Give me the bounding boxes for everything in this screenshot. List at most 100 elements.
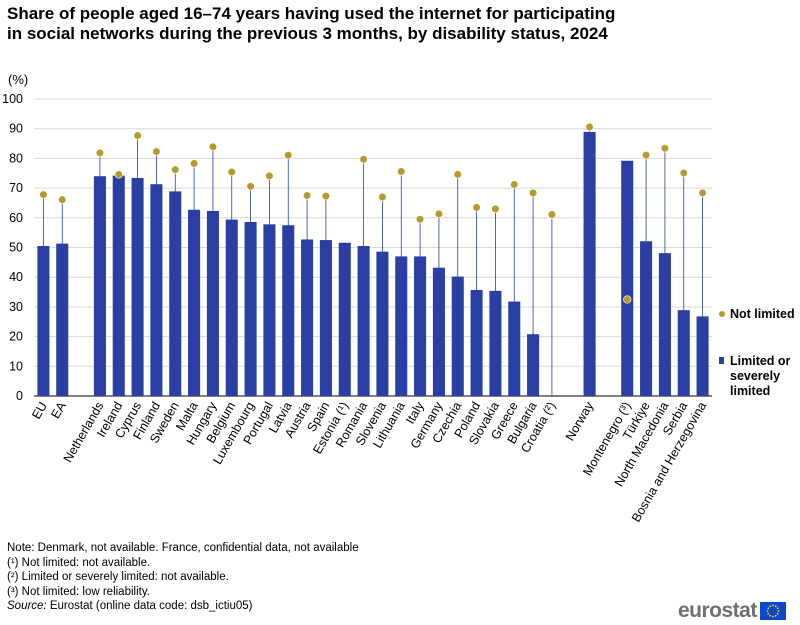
y-tick-label: 70 (9, 181, 23, 195)
source-text: Eurostat (online data code: dsb_ictiu05) (46, 600, 253, 613)
footnote-3: (³) Not limited: low reliability. (7, 585, 150, 598)
dot-netherlands (95, 148, 105, 158)
bar-spain (319, 240, 332, 396)
chart-title: Share of people aged 16–74 years having … (7, 4, 616, 43)
dot-belgium (227, 167, 236, 177)
y-tick-label: 80 (9, 151, 23, 165)
bar-ea (56, 243, 69, 396)
y-axis-ticks: 0 10 20 30 40 50 60 70 80 90 100 (2, 92, 23, 403)
x-label-norway: Norway (563, 399, 597, 443)
y-tick-label: 50 (9, 241, 23, 255)
bar-norway (583, 131, 596, 397)
y-tick-label: 30 (9, 300, 23, 314)
bar-bulgaria (527, 334, 540, 396)
dot-slovakia (491, 204, 500, 213)
bar-serbia (677, 310, 690, 396)
bar-poland (470, 289, 483, 396)
dot-latvia (284, 151, 293, 160)
dot-lithuania (397, 167, 406, 176)
notes: Note: Denmark, not available. France, co… (7, 541, 359, 614)
y-unit-label: (%) (8, 72, 28, 87)
dot-finland (152, 147, 161, 156)
bar-eu (37, 246, 50, 396)
dot-north-macedonia (660, 144, 670, 153)
flag-star (774, 605, 777, 608)
legend-limited-marker (719, 357, 724, 364)
bar-bosnia-and-herzegovina (696, 316, 709, 396)
dot-spain (321, 192, 331, 201)
dot-romania (359, 155, 368, 164)
dot-malta (189, 159, 199, 168)
note-line: Note: Denmark, not available. France, co… (7, 542, 359, 554)
bar-hungary (206, 210, 219, 396)
logo-text: eurostat (678, 599, 757, 622)
dot-poland (472, 203, 481, 212)
dot-series (39, 122, 707, 304)
dot-luxembourg (246, 182, 255, 191)
bar-latvia (282, 225, 295, 396)
y-tick-label: 0 (16, 389, 23, 403)
x-label-eu: EU (29, 400, 50, 422)
bar-malta (188, 209, 201, 396)
dot-slovenia (378, 192, 387, 202)
y-tick-label: 90 (9, 122, 23, 136)
y-tick-label: 20 (9, 330, 23, 344)
flag-star (769, 605, 772, 608)
flag-star (766, 610, 769, 612)
y-tick-label: 100 (2, 92, 23, 106)
flag-star (776, 607, 779, 610)
legend: Not limited Limited or severely limited (719, 307, 795, 398)
bar-netherlands (93, 176, 106, 396)
dot-croatia (547, 210, 557, 219)
dot-ireland (114, 170, 123, 179)
legend-not-limited-label: Not limited (730, 307, 795, 321)
flag-star (767, 612, 769, 615)
source-label: Source: (7, 600, 47, 613)
flag-star (777, 610, 780, 612)
flag-star (776, 612, 779, 615)
bar-romania (357, 246, 370, 396)
dot-bulgaria (528, 188, 538, 197)
flag-star (771, 604, 774, 607)
bar-finland (150, 184, 163, 396)
y-tick-label: 10 (9, 359, 23, 373)
dot-portugal (265, 171, 274, 181)
dot-norway (585, 122, 594, 132)
bar-slovenia (376, 251, 389, 396)
bar-germany (432, 267, 445, 396)
bar-lithuania (395, 256, 408, 396)
flag-star (767, 607, 769, 610)
y-tick-label: 60 (9, 211, 23, 225)
dot-hungary (208, 142, 218, 151)
dot-germany (434, 209, 444, 219)
bar-portugal (263, 224, 276, 396)
bar-montenegro (621, 160, 634, 396)
flag-star (769, 614, 772, 617)
eurostat-logo: eurostat (678, 599, 786, 622)
bar-ireland (112, 175, 125, 396)
dot-italy (415, 215, 425, 224)
bar-t-rkiye (640, 241, 653, 396)
bar-estonia (338, 242, 351, 396)
bar-czechia (451, 276, 464, 396)
bar-luxembourg (244, 221, 257, 396)
bar-greece (508, 301, 521, 396)
x-axis-labels: EUEANetherlandsIrelandCyprusFinlandSwede… (29, 399, 709, 525)
legend-limited-label: Limited or severely limited (730, 354, 794, 398)
dot-austria (302, 191, 312, 200)
footnote-2: (²) Limited or severely limited: not ava… (7, 571, 229, 584)
dot-cyprus (133, 131, 142, 140)
dot-t-rkiye (641, 151, 651, 160)
bar-sweden (169, 191, 182, 396)
footnote-1: (¹) Not limited: not available. (7, 556, 151, 569)
dot-ea (58, 195, 67, 204)
dot-greece (510, 180, 519, 189)
x-label-ea: EA (48, 399, 69, 421)
legend-not-limited-marker (719, 311, 725, 317)
dot-sweden (171, 165, 180, 174)
dot-czechia (453, 170, 462, 179)
bar-series (37, 131, 709, 397)
flag-star (774, 614, 777, 617)
bar-austria (301, 239, 314, 396)
bar-italy (414, 256, 427, 396)
